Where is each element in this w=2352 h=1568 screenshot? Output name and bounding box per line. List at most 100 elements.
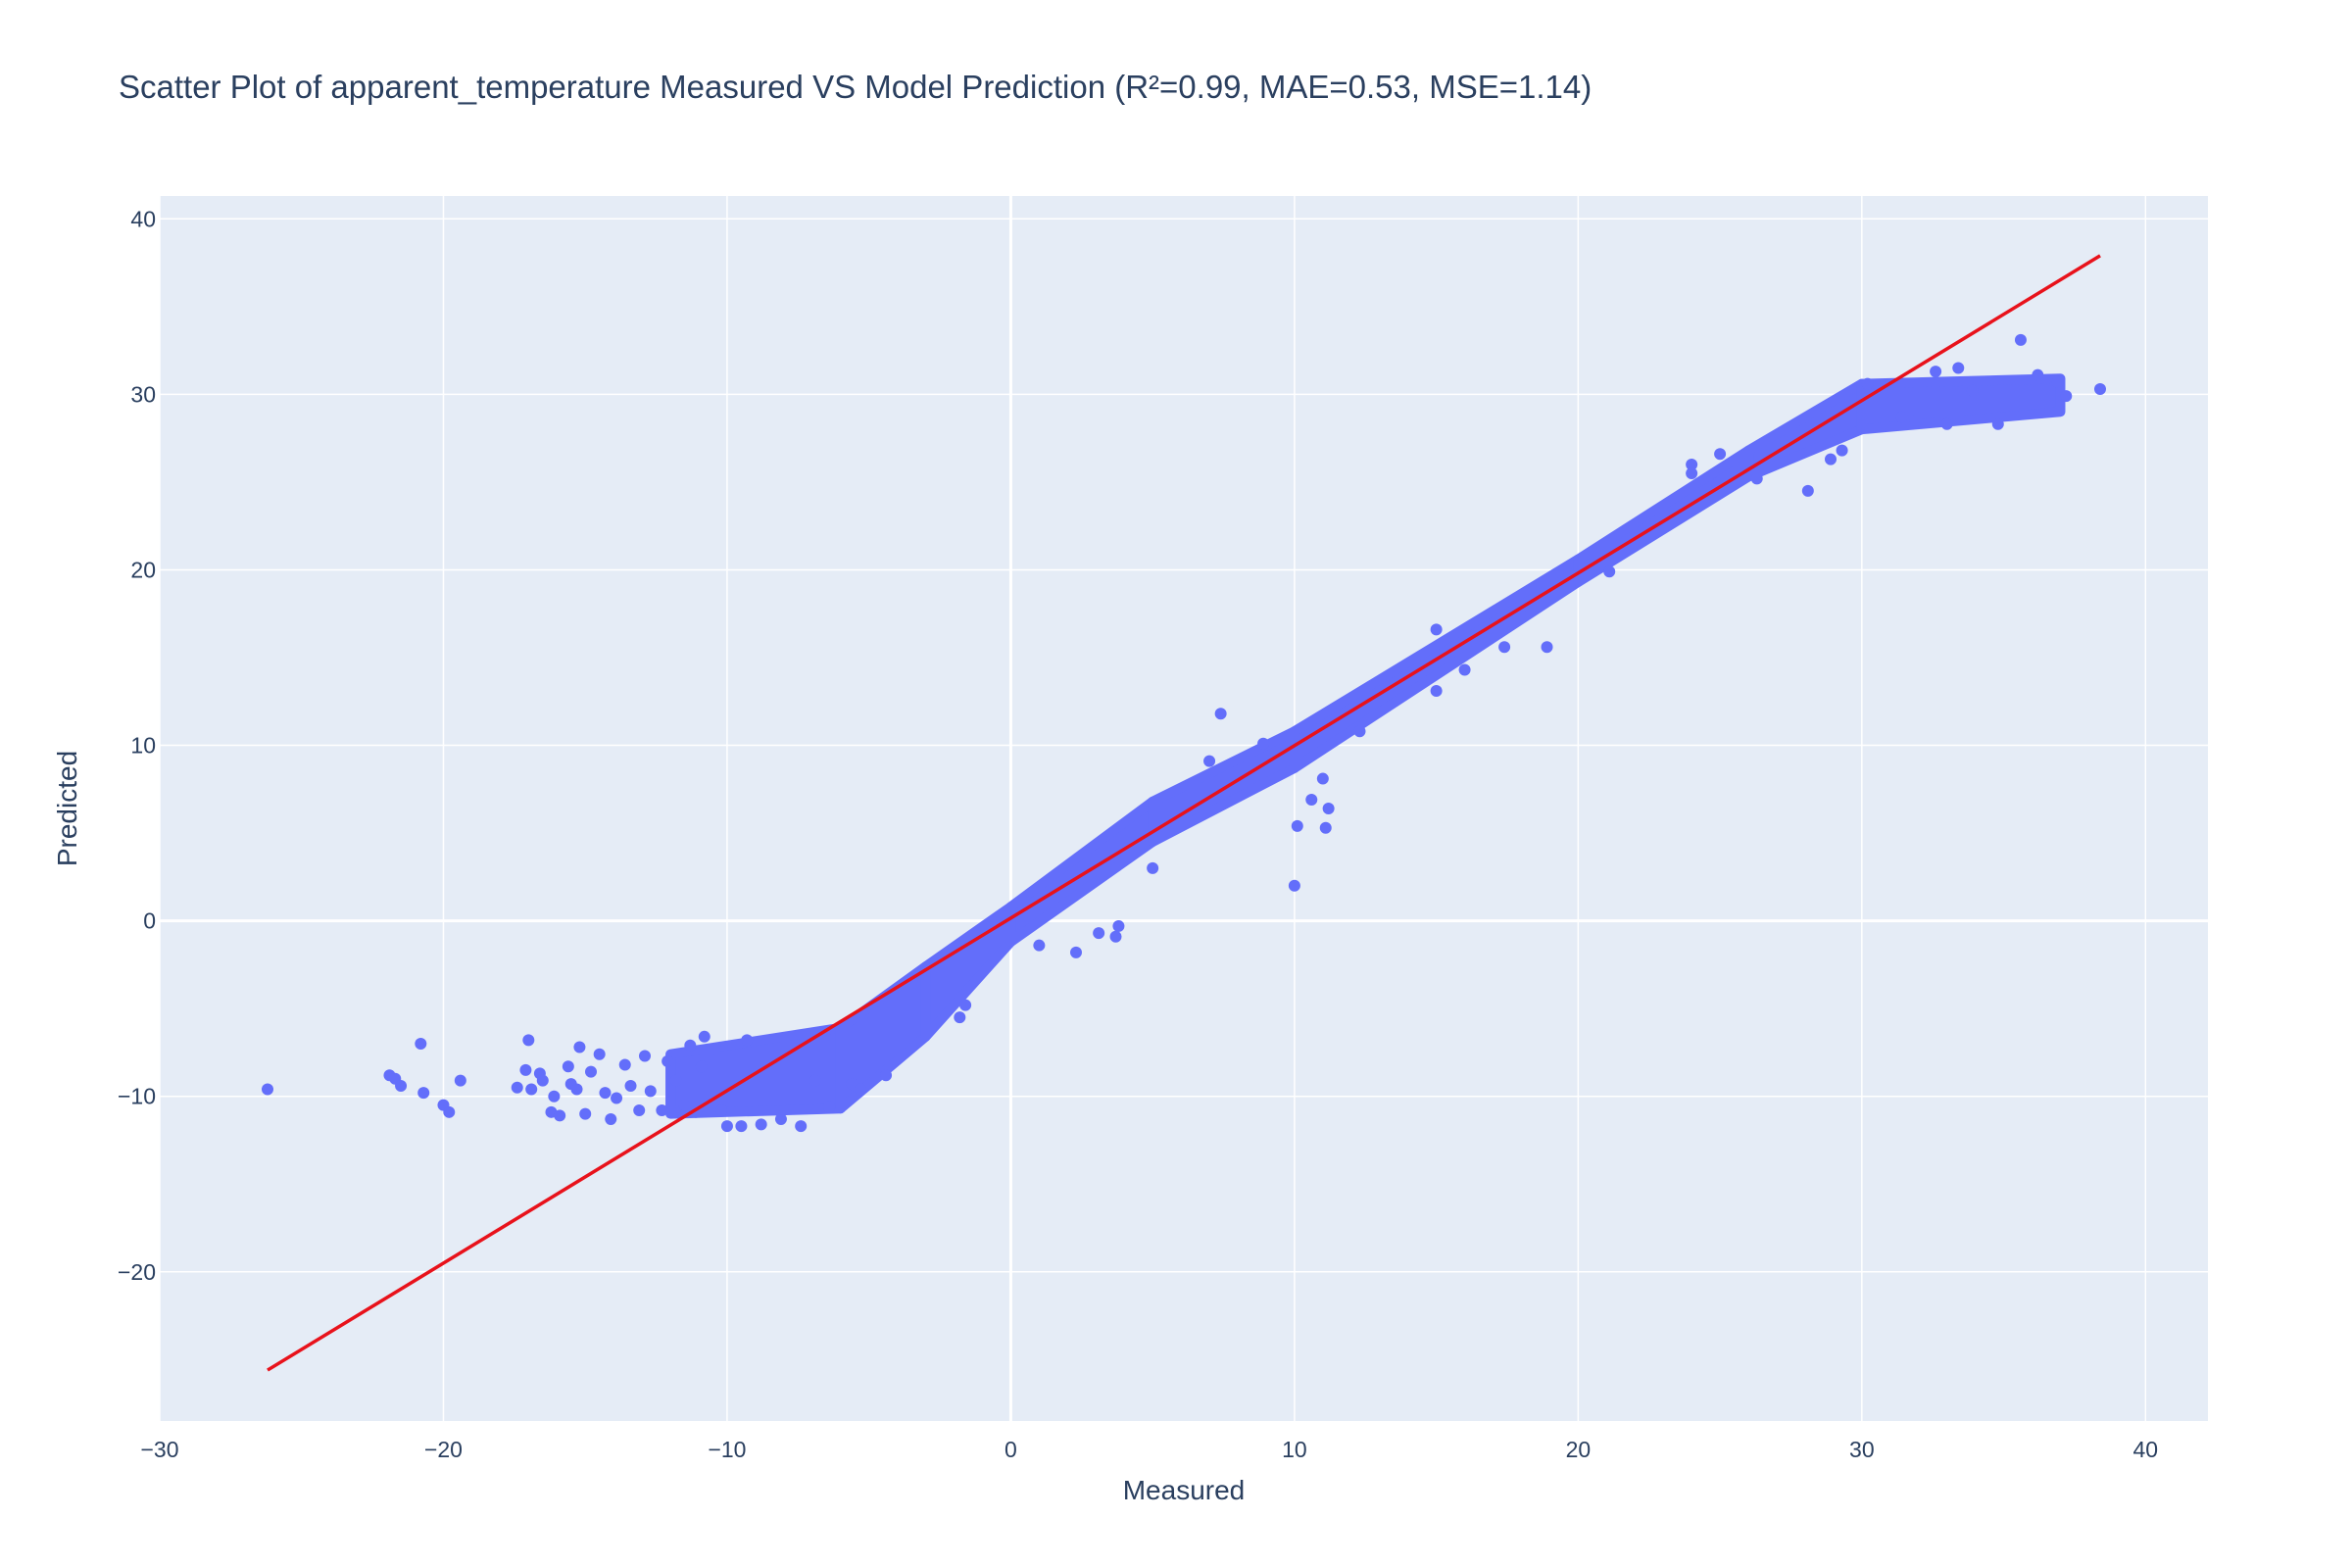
scatter-point	[454, 1074, 466, 1087]
scatter-point	[554, 1109, 566, 1122]
scatter-point	[605, 1112, 617, 1125]
scatter-point	[1070, 946, 1082, 958]
scatter-point	[1112, 919, 1125, 932]
scatter-point	[720, 1120, 733, 1133]
scatter-point	[735, 1120, 748, 1133]
scatter-point	[611, 1092, 623, 1104]
scatter-point	[1458, 663, 1471, 676]
scatter-point	[855, 1083, 866, 1096]
scatter-point	[774, 1112, 787, 1125]
y-tick-label: −10	[118, 1084, 156, 1109]
scatter-point	[395, 1079, 408, 1092]
scatter-point	[846, 1078, 858, 1091]
scatter-point	[808, 1074, 821, 1087]
scatter-point	[2094, 382, 2106, 395]
scatter-point	[415, 1037, 427, 1050]
scatter-point	[1291, 819, 1303, 832]
scatter-point	[795, 1120, 808, 1133]
scatter-point	[1952, 362, 1965, 374]
y-tick-label: 30	[130, 381, 156, 407]
scatter-point	[1801, 484, 1814, 497]
scatter-point	[1686, 466, 1698, 479]
scatter-point	[669, 1074, 682, 1087]
x-axis-ticks: −30 −20 −10 0 10 20 30 40	[140, 1437, 2158, 1462]
scatter-point	[959, 999, 972, 1011]
scatter-point	[624, 1079, 637, 1092]
scatter-point	[1714, 448, 1727, 461]
scatter-point	[1430, 685, 1443, 698]
x-tick-label: 40	[2133, 1437, 2159, 1462]
x-tick-label: 20	[1566, 1437, 1592, 1462]
scatter-point	[519, 1063, 532, 1076]
scatter-point	[1966, 384, 1979, 397]
scatter-point	[678, 1099, 691, 1111]
chart-title: Scatter Plot of apparent_temperature Mea…	[119, 69, 1592, 105]
y-tick-label: 10	[130, 733, 156, 759]
scatter-point	[1930, 366, 1942, 378]
scatter-point	[755, 1118, 767, 1131]
scatter-point	[262, 1083, 273, 1096]
scatter-point	[579, 1107, 592, 1120]
scatter-point	[618, 1058, 631, 1071]
scatter-point	[599, 1087, 612, 1100]
scatter-point	[511, 1081, 523, 1094]
x-axis-title: Measured	[1123, 1475, 1246, 1505]
scatter-point	[1353, 725, 1366, 738]
scatter-point	[562, 1060, 574, 1073]
scatter-point	[2051, 375, 2064, 388]
scatter-point	[644, 1085, 657, 1098]
grid-lines	[159, 196, 2208, 1421]
scatter-point	[1750, 472, 1763, 485]
scatter-point	[639, 1050, 651, 1062]
scatter-points	[262, 333, 2106, 1133]
scatter-point	[593, 1048, 606, 1060]
scatter-point	[548, 1090, 561, 1102]
scatter-point	[1305, 794, 1318, 807]
y-axis-title: Predicted	[52, 751, 82, 866]
scatter-point	[698, 1030, 710, 1043]
scatter-point	[417, 1087, 430, 1100]
scatter-point	[1316, 772, 1329, 785]
y-tick-label: −20	[118, 1259, 156, 1285]
scatter-point	[695, 1060, 708, 1073]
scatter-point	[2014, 333, 2027, 346]
scatter-point	[684, 1039, 697, 1052]
scatter-point	[715, 1104, 728, 1117]
scatter-point	[570, 1083, 583, 1096]
scatter-point	[662, 1054, 674, 1067]
scatter-point	[1093, 927, 1105, 940]
scatter-point	[1288, 879, 1300, 892]
scatter-point	[823, 1101, 836, 1113]
scatter-point	[1603, 565, 1616, 578]
y-axis-ticks: −20 −10 0 10 20 30 40	[118, 206, 156, 1284]
y-tick-label: 0	[143, 908, 156, 934]
scatter-point	[1686, 458, 1698, 470]
scatter-point	[1214, 708, 1227, 720]
scatter-point	[1991, 417, 2004, 430]
x-tick-label: −20	[424, 1437, 463, 1462]
y-tick-label: 20	[130, 557, 156, 582]
x-tick-label: −30	[140, 1437, 178, 1462]
scatter-point	[573, 1041, 586, 1054]
scatter-point	[1825, 453, 1837, 466]
scatter-point	[1541, 641, 1553, 654]
scatter-point	[1498, 641, 1511, 654]
scatter-point	[1257, 737, 1270, 750]
x-tick-label: −10	[708, 1437, 746, 1462]
scatter-point	[1109, 930, 1122, 943]
scatter-point	[710, 1043, 722, 1055]
scatter-point	[1909, 415, 1922, 427]
y-tick-label: 40	[130, 206, 156, 231]
scatter-point	[633, 1104, 646, 1117]
reference-line	[267, 254, 2101, 1372]
x-tick-label: 10	[1282, 1437, 1307, 1462]
scatter-point	[1836, 444, 1848, 457]
x-tick-label: 30	[1849, 1437, 1875, 1462]
scatter-point	[525, 1083, 538, 1096]
scatter-point	[954, 1011, 966, 1024]
scatter-point	[2060, 390, 2073, 403]
scatter-point	[1940, 417, 1953, 430]
scatter-point	[1147, 861, 1159, 874]
